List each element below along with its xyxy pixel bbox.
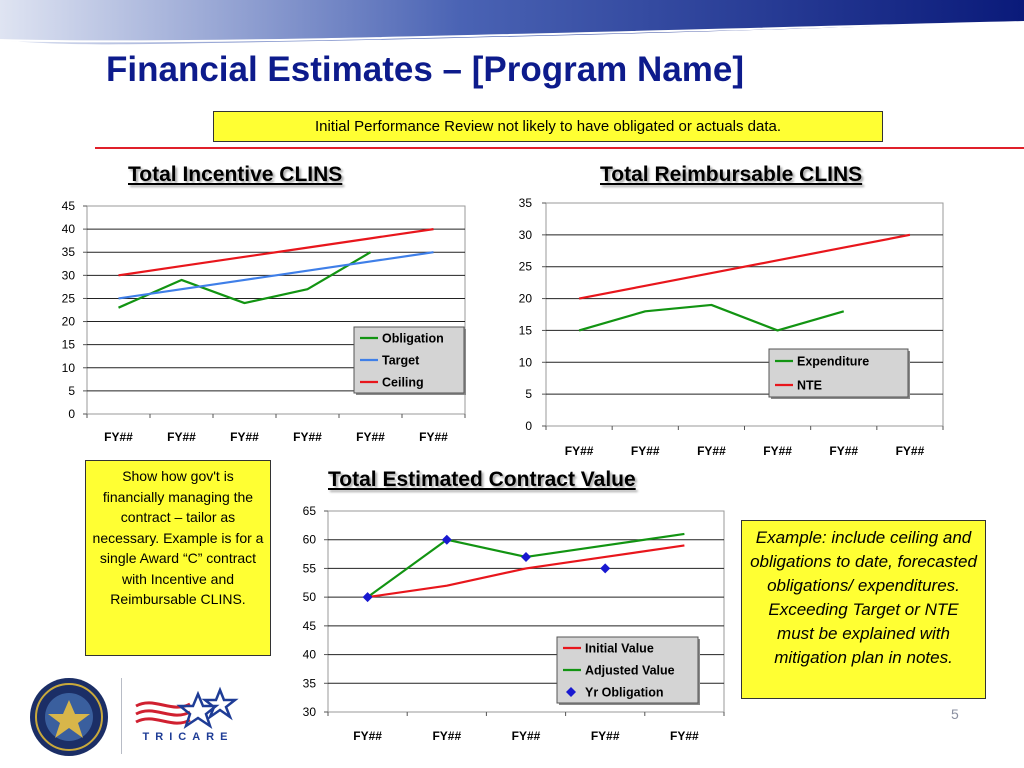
series-line-obligation <box>118 251 372 309</box>
y-tick-label: 35 <box>62 245 76 259</box>
right-note-box: Example: include ceiling and obligations… <box>741 520 986 699</box>
y-tick-label: 30 <box>519 228 533 242</box>
y-tick-label: 55 <box>303 561 317 575</box>
y-tick-label: 15 <box>519 323 533 337</box>
title-divider <box>95 147 1024 149</box>
legend-target-label: Target <box>382 354 420 368</box>
y-tick-label: 10 <box>519 355 533 369</box>
legend-initial-value-label: Initial Value <box>585 642 654 656</box>
x-tick-label: FY## <box>432 729 461 743</box>
series-line-nte <box>578 233 911 300</box>
logo-divider <box>121 678 122 754</box>
y-tick-label: 10 <box>62 361 76 375</box>
x-tick-label: FY## <box>353 729 382 743</box>
legend-box <box>768 348 909 398</box>
legend-adjusted-value-label: Adjusted Value <box>585 664 675 678</box>
y-tick-label: 25 <box>519 260 533 274</box>
y-tick-label: 25 <box>62 291 76 305</box>
legend-ceiling-label: Ceiling <box>382 376 424 390</box>
y-tick-label: 40 <box>62 222 76 236</box>
series-line-initial-value <box>367 544 685 599</box>
chart-title-reimbursable: Total Reimbursable CLINS <box>600 163 863 186</box>
legend-obligation-label: Obligation <box>382 332 444 346</box>
series-line-ceiling <box>118 228 434 277</box>
legend-yr-obligation-label: Yr Obligation <box>585 686 663 700</box>
chart-title-incentive: Total Incentive CLINS <box>128 163 343 186</box>
x-tick-label: FY## <box>763 444 792 458</box>
x-tick-label: FY## <box>167 430 196 444</box>
y-tick-label: 5 <box>68 384 75 398</box>
x-tick-label: FY## <box>356 430 385 444</box>
slide-title: Financial Estimates – [Program Name] <box>106 50 744 89</box>
y-tick-label: 15 <box>62 338 76 352</box>
x-tick-label: FY## <box>512 729 541 743</box>
y-tick-label: 30 <box>62 268 76 282</box>
y-tick-label: 20 <box>519 292 533 306</box>
y-tick-label: 20 <box>62 315 76 329</box>
y-tick-label: 65 <box>303 504 317 518</box>
left-note-box: Show how gov't is financially managing t… <box>85 460 271 656</box>
tricare-logo-text: TRICARE <box>143 731 234 743</box>
x-tick-label: FY## <box>631 444 660 458</box>
data-point-yr-obligation <box>441 534 452 545</box>
x-tick-label: FY## <box>896 444 925 458</box>
header-swoosh <box>0 0 1024 45</box>
page-number: 5 <box>951 706 959 722</box>
top-note-box: Initial Performance Review not likely to… <box>213 111 883 142</box>
y-tick-label: 35 <box>303 676 317 690</box>
x-tick-label: FY## <box>697 444 726 458</box>
y-tick-label: 0 <box>68 407 75 421</box>
x-tick-label: FY## <box>670 729 699 743</box>
chart-title-total-value: Total Estimated Contract Value <box>328 468 636 491</box>
y-tick-label: 30 <box>303 705 317 719</box>
y-tick-label: 60 <box>303 533 317 547</box>
data-point-yr-obligation <box>362 592 373 603</box>
data-point-yr-obligation <box>600 563 611 574</box>
y-tick-label: 50 <box>303 590 317 604</box>
legend-nte-label: NTE <box>797 379 822 393</box>
dod-seal-logo <box>30 678 108 756</box>
legend-expenditure-label: Expenditure <box>797 355 869 369</box>
y-tick-label: 35 <box>519 196 533 210</box>
tricare-logo: TRICARE <box>135 686 239 743</box>
x-tick-label: FY## <box>293 430 322 444</box>
y-tick-label: 0 <box>525 419 532 433</box>
legend-yr-obligation-swatch <box>566 687 576 697</box>
x-tick-label: FY## <box>565 444 594 458</box>
data-point-yr-obligation <box>521 551 531 562</box>
y-tick-label: 45 <box>303 619 317 633</box>
y-tick-label: 45 <box>62 199 76 213</box>
x-tick-label: FY## <box>419 430 448 444</box>
x-tick-label: FY## <box>591 729 620 743</box>
y-tick-label: 40 <box>303 648 317 662</box>
x-tick-label: FY## <box>230 430 259 444</box>
series-line-target <box>118 251 434 300</box>
y-tick-label: 5 <box>525 387 532 401</box>
x-tick-label: FY## <box>829 444 858 458</box>
series-line-expenditure <box>578 303 845 332</box>
x-tick-label: FY## <box>104 430 133 444</box>
